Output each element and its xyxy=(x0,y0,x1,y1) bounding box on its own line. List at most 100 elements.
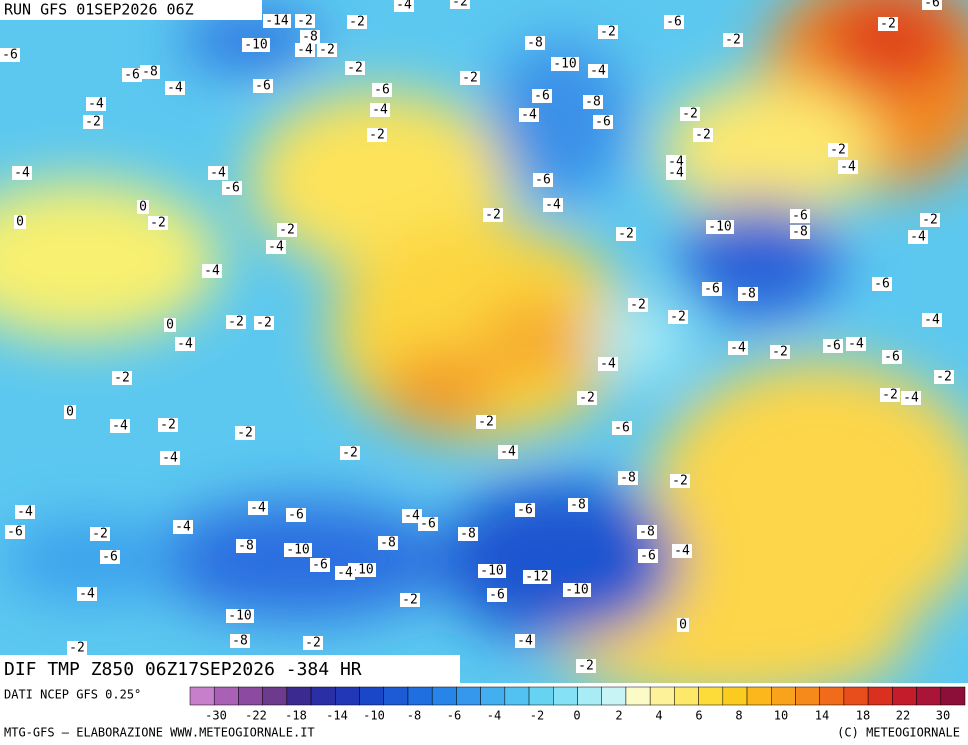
contour-label-box xyxy=(202,264,222,278)
contour-label-box xyxy=(525,36,545,50)
footer-right: (C) METEOGIORNALE xyxy=(837,726,960,740)
contour-label: -4 xyxy=(177,337,193,352)
legend-swatch xyxy=(698,686,724,706)
contour-label-box xyxy=(563,583,591,597)
contour-label-box xyxy=(347,15,367,29)
legend-tick-label: -14 xyxy=(326,709,348,723)
contour-label-box xyxy=(588,64,608,78)
contour-label-box xyxy=(568,498,588,512)
contour-label-box xyxy=(277,223,297,237)
contour-label: -2 xyxy=(936,370,952,385)
contour-label-box xyxy=(664,15,684,29)
contour-label: -6 xyxy=(517,503,533,518)
contour-label: -4 xyxy=(674,544,690,559)
legend-swatch xyxy=(262,686,288,706)
contour-label-box xyxy=(666,155,686,169)
legend-swatch xyxy=(746,686,772,706)
contour-label: -2 xyxy=(114,371,130,386)
legend-swatch xyxy=(504,686,530,706)
contour-label: -2 xyxy=(578,659,594,674)
contour-label-box xyxy=(148,216,168,230)
contour-label: -4 xyxy=(268,240,284,255)
contour-label-box xyxy=(901,391,921,405)
contour-label-box xyxy=(110,419,130,433)
contour-label-box xyxy=(702,282,722,296)
legend-tick-label: 0 xyxy=(573,709,580,723)
contour-label: -6 xyxy=(312,558,328,573)
contour-label: -2 xyxy=(922,213,938,228)
map-title: DIF TMP Z850 06Z17SEP2026 -384 HR xyxy=(4,659,362,680)
contour-label-box xyxy=(0,48,20,62)
contour-label: -8 xyxy=(620,471,636,486)
contour-label-box xyxy=(165,81,185,95)
contour-label: -4 xyxy=(668,166,684,181)
contour-label: -2 xyxy=(237,426,253,441)
contour-label: -6 xyxy=(288,508,304,523)
contour-label: 0 xyxy=(679,618,687,633)
contour-label-box xyxy=(158,418,178,432)
contour-label-box xyxy=(254,316,274,330)
contour-label: -2 xyxy=(342,446,358,461)
contour-label-box xyxy=(672,544,692,558)
contour-label: -6 xyxy=(420,517,436,532)
contour-label-box xyxy=(922,0,942,10)
contour-label: -4 xyxy=(404,509,420,524)
contour-label: -6 xyxy=(2,48,18,63)
contour-label-box xyxy=(693,128,713,142)
contour-label-box xyxy=(226,609,254,623)
contour-label-box xyxy=(450,0,470,9)
contour-label-box xyxy=(460,71,480,85)
contour-label-box xyxy=(577,391,597,405)
legend-tick-label: 30 xyxy=(936,709,950,723)
contour-label: -6 xyxy=(704,282,720,297)
contour-label-box xyxy=(476,415,496,429)
contour-label: -8 xyxy=(570,498,586,513)
legend-swatch xyxy=(528,686,554,706)
contour-label-box xyxy=(222,181,242,195)
contour-label: -2 xyxy=(485,208,501,223)
contour-label: -2 xyxy=(672,474,688,489)
contour-label-box xyxy=(378,536,398,550)
contour-label-box xyxy=(637,525,657,539)
contour-label-box xyxy=(12,166,32,180)
contour-label-box xyxy=(728,341,748,355)
contour-label-box xyxy=(300,30,320,44)
contour-label-box xyxy=(533,173,553,187)
legend-swatch xyxy=(286,686,312,706)
legend-swatch xyxy=(335,686,360,706)
contour-label-box xyxy=(593,115,613,129)
contour-label: -2 xyxy=(630,298,646,313)
contour-label: -4 xyxy=(590,64,606,79)
legend-tick-label: 6 xyxy=(695,709,702,723)
contour-label-box xyxy=(515,503,535,517)
legend-swatch xyxy=(916,686,942,706)
contour-label-box xyxy=(164,318,176,332)
contour-label: -2 xyxy=(618,227,634,242)
contour-label: -4 xyxy=(167,81,183,96)
contour-label: -2 xyxy=(69,641,85,656)
contour-label: -4 xyxy=(517,634,533,649)
contour-label: -4 xyxy=(297,43,313,58)
legend-tick-label: -18 xyxy=(285,709,307,723)
contour-label-box xyxy=(670,474,690,488)
legend-tick-label: -4 xyxy=(487,709,501,723)
contour-label-box xyxy=(295,14,315,28)
contour-label-box xyxy=(519,108,539,122)
contour-label: -4 xyxy=(848,337,864,352)
contour-label: -6 xyxy=(224,181,240,196)
legend-tick-label: -30 xyxy=(205,709,227,723)
legend-swatch xyxy=(310,686,336,706)
legend-swatch xyxy=(431,686,457,706)
contour-label-box xyxy=(478,564,506,578)
contour-label: -6 xyxy=(7,525,23,540)
legend-swatch xyxy=(649,686,675,706)
legend-tick-label: 10 xyxy=(774,709,788,723)
contour-label: -8 xyxy=(238,539,254,554)
contour-label-box xyxy=(418,517,438,531)
contour-label: -6 xyxy=(666,15,682,30)
footer-left: MTG-GFS — ELABORAZIONE WWW.METEOGIORNALE… xyxy=(4,726,315,740)
contour-label: -4 xyxy=(210,166,226,181)
contour-label: -4 xyxy=(204,264,220,279)
contour-label-box xyxy=(523,570,551,584)
legend-tick-label: 8 xyxy=(735,709,742,723)
